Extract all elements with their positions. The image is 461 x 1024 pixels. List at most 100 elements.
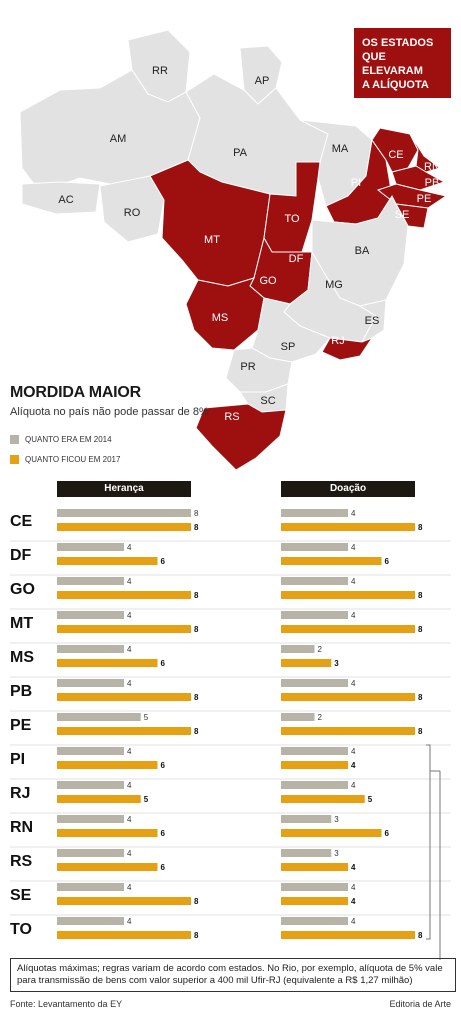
value-label: 8 bbox=[418, 625, 423, 634]
bar-heranca-2014-rs bbox=[57, 849, 124, 857]
value-label: 6 bbox=[385, 829, 390, 838]
bar-doacao-2017-go bbox=[281, 591, 415, 599]
chart-rules bbox=[10, 540, 451, 960]
value-label: 6 bbox=[385, 557, 390, 566]
value-label: 4 bbox=[351, 897, 356, 906]
bar-heranca-2017-ce bbox=[57, 523, 191, 531]
value-label: 8 bbox=[194, 509, 199, 518]
bar-heranca-2014-mt bbox=[57, 611, 124, 619]
bar-heranca-2017-go bbox=[57, 591, 191, 599]
value-label: 2 bbox=[318, 713, 323, 722]
value-label: 4 bbox=[351, 781, 356, 790]
bar-doacao-2014-rs bbox=[281, 849, 332, 857]
bar-doacao-2014-mt bbox=[281, 611, 348, 619]
value-label: 4 bbox=[351, 761, 356, 770]
bar-heranca-2017-rj bbox=[57, 795, 141, 803]
footnote: Alíquotas máximas; regras variam de acor… bbox=[10, 958, 456, 992]
value-label: 4 bbox=[351, 543, 356, 552]
category-label-df: DF bbox=[10, 547, 32, 564]
value-label: 8 bbox=[418, 693, 423, 702]
value-label: 4 bbox=[127, 883, 132, 892]
chart-subtitle: Alíquota no país não pode passar de 8% bbox=[10, 406, 209, 418]
bar-heranca-2014-pe bbox=[57, 713, 141, 721]
bar-heranca-2017-ms bbox=[57, 659, 158, 667]
value-label: 8 bbox=[194, 931, 199, 940]
category-label-ms: MS bbox=[10, 649, 34, 666]
value-label: 4 bbox=[127, 815, 132, 824]
bar-heranca-2014-df bbox=[57, 543, 124, 551]
chart-bars: CE 8 8 4 8 DF 4 6 4 6 GO 4 8 4 8 MT 4 8 4 8 MS 4 6 2 3 PB 4 8 4 8 PE 5 8… bbox=[10, 509, 423, 940]
category-label-pb: PB bbox=[10, 683, 32, 700]
bar-doacao-2014-rn bbox=[281, 815, 332, 823]
bar-doacao-2014-ce bbox=[281, 509, 348, 517]
bar-doacao-2017-ce bbox=[281, 523, 415, 531]
value-label: 4 bbox=[351, 509, 356, 518]
value-label: 8 bbox=[418, 591, 423, 600]
value-label: 8 bbox=[194, 523, 199, 532]
value-label: 8 bbox=[418, 931, 423, 940]
category-label-rs: RS bbox=[10, 853, 33, 870]
value-label: 4 bbox=[127, 611, 132, 620]
bar-doacao-2017-rs bbox=[281, 863, 348, 871]
panel-header-heranca: Herança bbox=[57, 481, 191, 497]
value-label: 6 bbox=[161, 761, 166, 770]
legend-item-2014: QUANTO ERA EM 2014 bbox=[10, 435, 112, 444]
value-label: 6 bbox=[161, 829, 166, 838]
bar-doacao-2017-df bbox=[281, 557, 382, 565]
category-label-mt: MT bbox=[10, 615, 33, 632]
map-legend-line-1: OS ESTADOS bbox=[362, 37, 434, 49]
value-label: 4 bbox=[127, 645, 132, 654]
bar-doacao-2017-pi bbox=[281, 761, 348, 769]
value-label: 4 bbox=[351, 863, 356, 872]
bar-heranca-2014-rj bbox=[57, 781, 124, 789]
value-label: 2 bbox=[318, 645, 323, 654]
value-label: 4 bbox=[127, 747, 132, 756]
bracket-line bbox=[426, 744, 431, 940]
category-label-rn: RN bbox=[10, 819, 33, 836]
value-label: 3 bbox=[334, 659, 339, 668]
bar-heranca-2017-pe bbox=[57, 727, 191, 735]
bar-doacao-2014-se bbox=[281, 883, 348, 891]
value-label: 4 bbox=[127, 577, 132, 586]
bar-doacao-2014-to bbox=[281, 917, 348, 925]
bar-doacao-2017-se bbox=[281, 897, 348, 905]
bar-doacao-2017-ms bbox=[281, 659, 332, 667]
value-label: 8 bbox=[194, 625, 199, 634]
value-label: 4 bbox=[127, 849, 132, 858]
bar-heranca-2017-rn bbox=[57, 829, 158, 837]
value-label: 6 bbox=[161, 557, 166, 566]
bar-doacao-2014-go bbox=[281, 577, 348, 585]
bar-doacao-2017-rn bbox=[281, 829, 382, 837]
value-label: 8 bbox=[194, 727, 199, 736]
category-label-pi: PI bbox=[10, 751, 25, 768]
value-label: 4 bbox=[127, 679, 132, 688]
bar-heranca-2014-to bbox=[57, 917, 124, 925]
bar-heranca-2017-rs bbox=[57, 863, 158, 871]
bar-chart: CE 8 8 4 8 DF 4 6 4 6 GO 4 8 4 8 MT 4 8 4 8 MS 4 6 2 3 PB 4 8 4 8 PE 5 8… bbox=[10, 509, 451, 960]
category-label-se: SE bbox=[10, 887, 32, 904]
bar-heranca-2017-se bbox=[57, 897, 191, 905]
bar-heranca-2017-to bbox=[57, 931, 191, 939]
bar-doacao-2017-to bbox=[281, 931, 415, 939]
legend-label-2017: QUANTO FICOU EM 2017 bbox=[25, 455, 121, 464]
category-label-to: TO bbox=[10, 921, 32, 938]
value-label: 3 bbox=[334, 815, 339, 824]
value-label: 8 bbox=[194, 897, 199, 906]
bar-doacao-2017-pb bbox=[281, 693, 415, 701]
value-label: 4 bbox=[351, 883, 356, 892]
value-label: 5 bbox=[368, 795, 373, 804]
bar-doacao-2014-ms bbox=[281, 645, 315, 653]
value-label: 4 bbox=[351, 611, 356, 620]
bar-doacao-2014-pb bbox=[281, 679, 348, 687]
value-label: 4 bbox=[127, 917, 132, 926]
value-label: 4 bbox=[351, 747, 356, 756]
source-note: Fonte: Levantamento da EY bbox=[10, 999, 123, 1009]
bar-heranca-2014-rn bbox=[57, 815, 124, 823]
legend-label-2014: QUANTO ERA EM 2014 bbox=[25, 435, 112, 444]
bar-doacao-2017-mt bbox=[281, 625, 415, 633]
bar-heranca-2014-go bbox=[57, 577, 124, 585]
value-label: 5 bbox=[144, 713, 149, 722]
value-label: 4 bbox=[351, 679, 356, 688]
bar-heranca-2014-se bbox=[57, 883, 124, 891]
value-label: 3 bbox=[334, 849, 339, 858]
